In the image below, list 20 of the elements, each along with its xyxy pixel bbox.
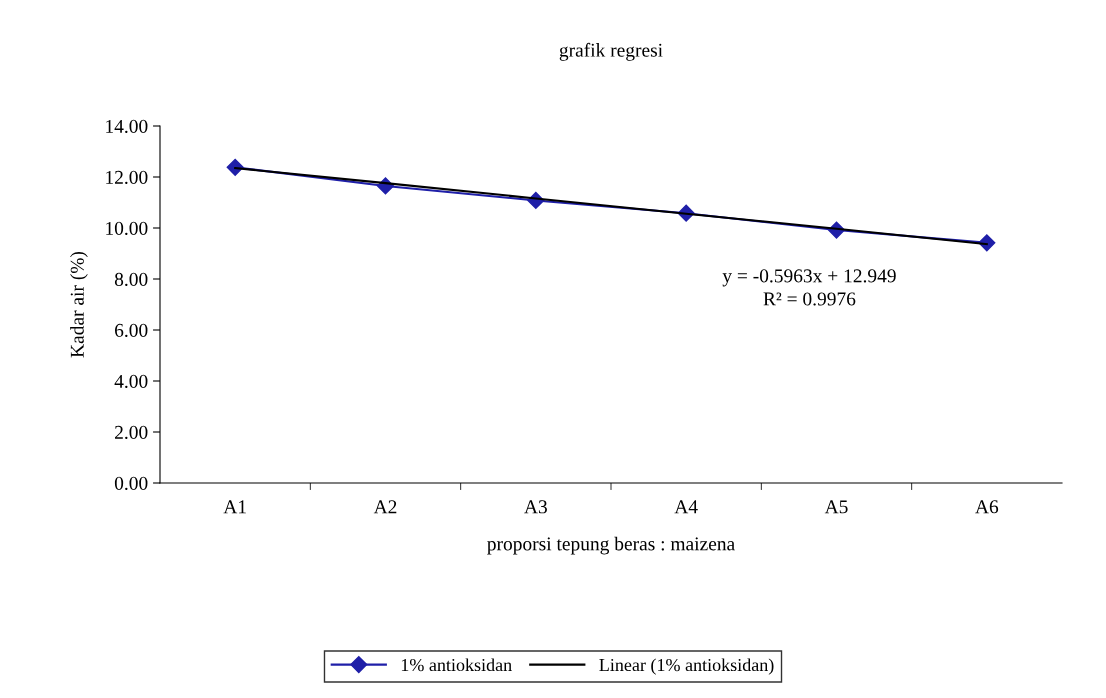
x-tick-label: A4 <box>674 500 698 514</box>
legend-label: Linear (1% antioksidan) <box>599 658 774 675</box>
y-tick-label: 0.00 <box>114 476 148 491</box>
x-tick-label: A6 <box>975 500 999 514</box>
x-tick-label: A1 <box>223 500 246 514</box>
chart-title: grafik regresi <box>559 42 663 61</box>
y-tick-label: 2.00 <box>115 425 148 440</box>
y-tick-label: 14.00 <box>106 119 148 134</box>
legend-label: 1% antioksidan <box>401 658 512 672</box>
x-axis-title: proporsi tepung beras : maizena <box>487 536 735 555</box>
y-tick-label: 8.00 <box>114 272 148 287</box>
y-axis-title: Kadar air (%) <box>70 251 88 358</box>
x-tick-label: A2 <box>373 500 397 514</box>
y-tick-label: 10.00 <box>106 221 148 236</box>
y-tick-label: 12.00 <box>106 170 148 185</box>
x-tick-label: A5 <box>824 500 848 514</box>
x-tick-label: A3 <box>524 500 547 514</box>
annotation: y = -0.5963x + 12.949 R² = 0.9976 <box>722 269 896 306</box>
y-tick-label: 6.00 <box>115 323 148 338</box>
y-tick-label: 4.00 <box>114 374 148 389</box>
